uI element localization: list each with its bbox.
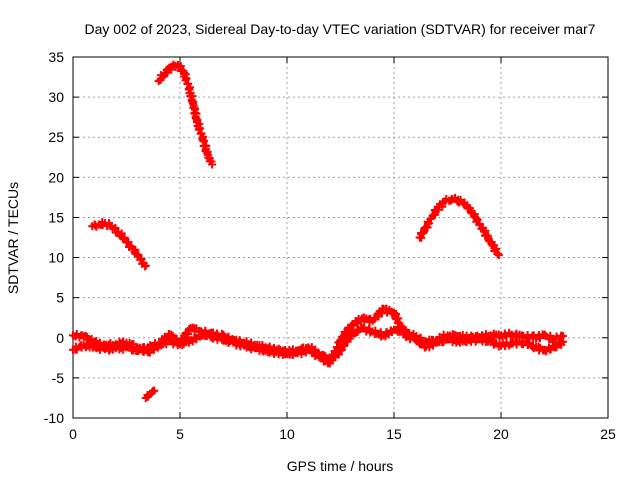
y-tick-label: 20 [48, 169, 64, 185]
data-point [494, 251, 503, 260]
x-tick-label: 25 [600, 426, 616, 442]
data-point [94, 341, 103, 350]
series-arc-evening-peak [415, 193, 503, 260]
data-point [340, 341, 349, 350]
grid [73, 57, 608, 418]
data-point [308, 347, 317, 356]
x-tick-label: 15 [386, 426, 402, 442]
data-point [331, 348, 340, 357]
y-tick-label: 0 [56, 330, 64, 346]
data-point [198, 135, 207, 144]
y-tick-label: -10 [44, 410, 64, 426]
x-axis-title: GPS time / hours [287, 458, 394, 474]
y-tick-label: 10 [48, 250, 64, 266]
series-band-secondary [69, 304, 568, 368]
x-tick-label: 0 [69, 426, 77, 442]
data-point [492, 245, 501, 254]
plot-frame [72, 56, 609, 419]
y-tick-label: 25 [48, 129, 64, 145]
data-point [540, 330, 549, 339]
data-point [203, 149, 212, 158]
data-point [493, 250, 502, 259]
x-tick-label: 10 [279, 426, 295, 442]
y-tick-label: 35 [48, 49, 64, 65]
data-point [473, 215, 482, 224]
data-point [337, 345, 346, 354]
data-point [150, 386, 159, 395]
data-point [542, 347, 551, 356]
axis-ticks [72, 56, 609, 419]
data-point [208, 160, 217, 169]
data-points [69, 60, 568, 402]
data-point [425, 219, 434, 228]
data-point [141, 261, 150, 270]
data-point [134, 250, 143, 259]
x-tick-label: 20 [493, 426, 509, 442]
data-point [559, 337, 568, 346]
data-point [336, 336, 345, 345]
series-arc-morning-peak [154, 60, 217, 169]
chart-title: Day 002 of 2023, Sidereal Day-to-day VTE… [85, 21, 596, 37]
series-arc-negative [141, 386, 159, 402]
y-tick-label: 15 [48, 209, 64, 225]
data-point [120, 233, 129, 242]
series-arc-early-high [88, 218, 150, 271]
y-tick-label: -5 [52, 370, 65, 386]
tick-labels: 0 5 10 15 20 25 -10 -5 0 5 10 15 20 25 30 35 [44, 49, 616, 442]
data-point [182, 74, 191, 83]
y-tick-label: 5 [56, 290, 64, 306]
data-point [349, 321, 358, 330]
y-tick-label: 30 [48, 89, 64, 105]
y-axis-title: SDTVAR / TECUs [5, 182, 21, 294]
x-tick-label: 5 [176, 426, 184, 442]
